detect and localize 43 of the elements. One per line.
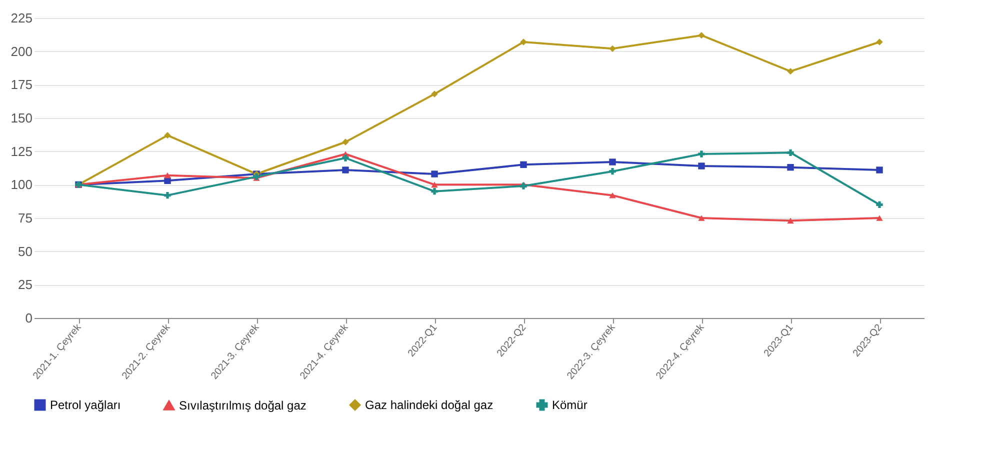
y-tick-label: 175 [10, 77, 32, 92]
point [431, 170, 438, 178]
y-tick-label: 50 [18, 244, 32, 259]
point [609, 192, 616, 198]
point [609, 158, 616, 166]
point [787, 218, 794, 224]
point [164, 177, 171, 184]
legend-label: Kömür [552, 398, 588, 412]
point [876, 215, 883, 221]
point [164, 132, 171, 139]
point [164, 192, 171, 199]
y-tick-label: 25 [18, 277, 32, 292]
point [431, 188, 438, 195]
point [876, 201, 883, 208]
point [431, 182, 438, 188]
y-tick-label: 125 [10, 144, 32, 159]
legend-label: Sıvılaştırılmış doğal gaz [179, 398, 306, 412]
point [876, 38, 883, 46]
point [342, 154, 349, 162]
point [520, 38, 527, 46]
y-tick-label: 100 [10, 177, 32, 192]
point [609, 168, 616, 175]
point [876, 166, 883, 174]
y-tick-label: 0 [25, 310, 32, 326]
point [342, 138, 349, 146]
point [342, 166, 349, 174]
y-tick-label: 225 [10, 10, 32, 26]
point [787, 68, 794, 75]
y-tick-label: 200 [10, 44, 32, 59]
legend-label: Gaz halindeki doğal gaz [365, 398, 494, 412]
legend-label: Petrol yağları [50, 398, 121, 412]
point [698, 215, 705, 221]
point [787, 164, 794, 171]
point [431, 90, 438, 98]
point [609, 45, 616, 52]
point [698, 150, 705, 158]
point [164, 172, 171, 178]
y-tick-label: 150 [10, 110, 32, 126]
point [698, 32, 705, 39]
point [520, 161, 527, 168]
y-tick-label: 75 [18, 210, 32, 226]
point [787, 149, 794, 156]
point [698, 162, 705, 170]
